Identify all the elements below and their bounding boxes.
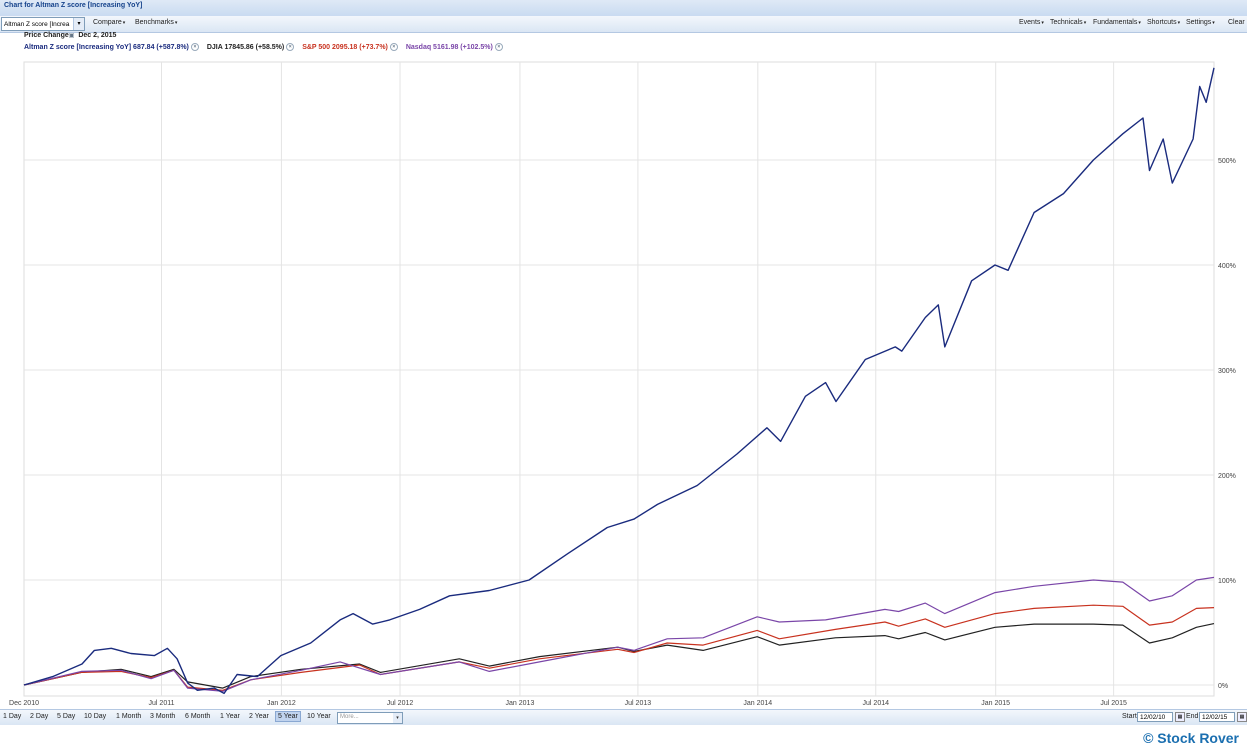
y-tick-label: 100% [1218,578,1236,585]
chevron-down-icon: ▾ [1083,20,1087,26]
x-tick-label: Jul 2011 [149,700,175,707]
range-button[interactable]: 2 Year [249,713,269,720]
range-button[interactable]: 1 Month [116,713,142,720]
series-line[interactable] [23,623,1215,689]
chevron-down-icon: ▾ [174,20,178,26]
range-button[interactable]: 6 Month [185,713,211,720]
calendar-icon[interactable]: ▦ [1175,712,1185,722]
window-title: Chart for Altman Z score [Increasing YoY… [4,2,143,9]
y-tick-label: 200% [1218,473,1236,480]
chevron-down-icon: ▾ [393,713,402,723]
y-tick-label: 0% [1218,683,1228,690]
range-button[interactable]: 10 Day [84,713,107,720]
x-tick-label: Dec 2010 [9,700,39,707]
price-change-label[interactable]: Price Change [24,32,69,39]
range-button[interactable]: 10 Year [307,713,331,720]
calendar-icon[interactable]: ▦ [1237,712,1247,722]
series-line[interactable] [23,604,1215,691]
events-menu[interactable]: Events▾ [1019,19,1044,26]
legend-item: S&P 500 2095.18 (+73.7%) × [302,43,398,51]
legend-item: Nasdaq 5161.98 (+102.5%) × [406,43,503,51]
chevron-down-icon: ▾ [1041,20,1044,26]
end-label: End [1186,713,1199,720]
end-date-input[interactable] [1199,712,1235,722]
compare-menu[interactable]: Compare▾ [93,19,126,26]
price-change-date: Dec 2, 2015 [78,32,117,39]
range-button[interactable]: 3 Month [150,713,176,720]
remove-series-icon[interactable]: × [494,43,503,51]
benchmarks-menu[interactable]: Benchmarks▾ [135,19,178,26]
range-button[interactable]: 1 Day [3,713,22,720]
symbol-input[interactable] [2,18,76,30]
range-button[interactable]: 5 Day [57,713,76,720]
symbol-selector[interactable]: ▾ [1,17,85,31]
window-title-bar: Chart for Altman Z score [Increasing YoY… [0,0,1247,17]
x-tick-label: Jul 2012 [387,700,414,707]
chart-toolbar: ▾ Compare▾ Benchmarks▾ Events▾ Technical… [0,16,1247,33]
chevron-down-icon: ▾ [122,20,126,26]
info-icon[interactable]: ▣ [68,33,75,39]
start-date-input[interactable] [1137,712,1173,722]
remove-series-icon[interactable]: × [286,43,295,51]
y-tick-label: 400% [1218,263,1236,270]
legend-item: DJIA 17845.86 (+58.5%) × [207,43,295,51]
chevron-down-icon: ▾ [1177,20,1181,26]
legend-item: Altman Z score [Increasing YoY] 687.84 (… [24,43,199,51]
chart-legend: Altman Z score [Increasing YoY] 687.84 (… [24,43,509,51]
range-button[interactable]: 2 Day [30,713,49,720]
chevron-down-icon[interactable]: ▾ [73,18,84,30]
x-tick-label: Jul 2013 [625,700,652,707]
range-button-active[interactable]: 5 Year [275,711,301,722]
y-tick-label: 300% [1218,368,1236,375]
y-tick-label: 500% [1218,158,1236,165]
price-chart[interactable]: 0% 100% 200% 300% 400% 500% Dec 2010 Jul 2011 Ja… [0,56,1247,709]
range-bar: 1 Day 2 Day 5 Day 10 Day 1 Month 3 Month… [0,709,1247,725]
fundamentals-menu[interactable]: Fundamentals▾ [1093,19,1141,26]
chevron-down-icon: ▾ [1138,20,1141,26]
series-line[interactable] [23,67,1215,695]
x-tick-label: Jul 2014 [863,700,890,707]
range-button[interactable]: 1 Year [220,713,240,720]
price-change-header: Price Change▣ Dec 2, 2015 [24,32,116,39]
x-tick-label: Jan 2013 [506,700,535,707]
series-line[interactable] [23,576,1215,692]
x-tick-label: Jul 2015 [1100,700,1127,707]
settings-menu[interactable]: Settings▾ [1186,19,1215,26]
x-tick-label: Jan 2012 [267,700,296,707]
chevron-down-icon: ▾ [1212,20,1215,26]
copyright-watermark: © Stock Rover [1143,730,1239,746]
remove-series-icon[interactable]: × [389,43,398,51]
more-range-select[interactable]: More... ▾ [337,712,403,724]
x-tick-label: Jan 2014 [743,700,772,707]
start-label: Start [1122,713,1137,720]
shortcuts-menu[interactable]: Shortcuts▾ [1147,19,1181,26]
clear-button[interactable]: Clear [1228,19,1245,26]
plot-area [23,61,1215,697]
remove-series-icon[interactable]: × [190,43,199,51]
x-tick-label: Jan 2015 [981,700,1010,707]
technicals-menu[interactable]: Technicals▾ [1050,19,1087,26]
